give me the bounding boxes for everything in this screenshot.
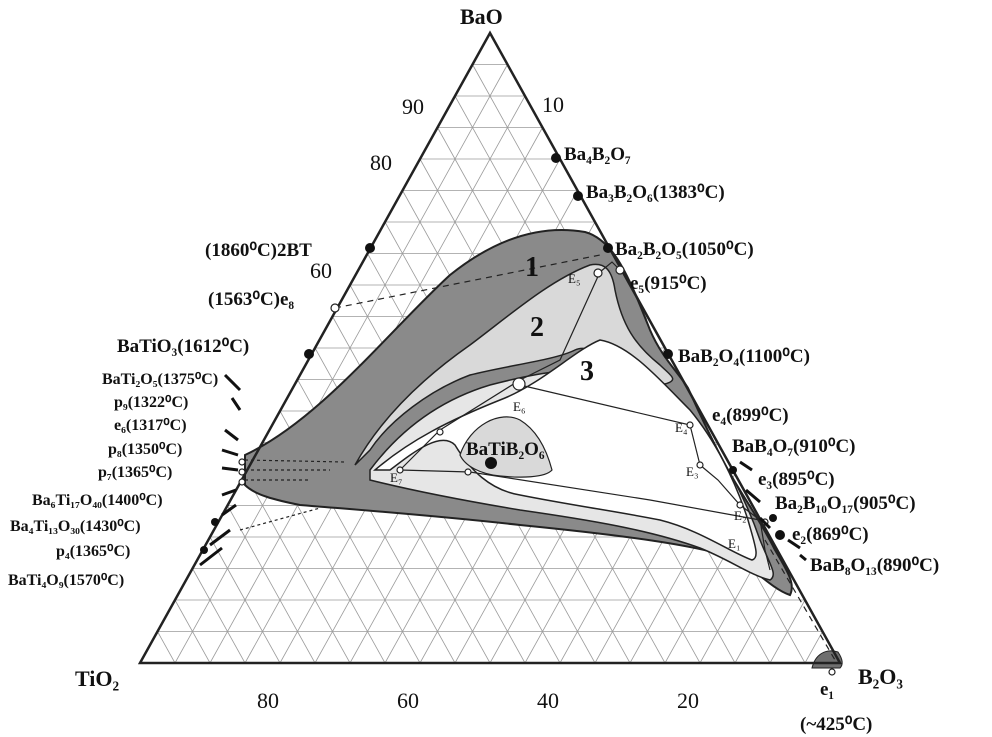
region-3-white	[372, 339, 757, 561]
label-e8: (1563⁰C)e₈	[208, 289, 294, 310]
vertex-right-label: B₂O₃	[858, 664, 903, 689]
label-batio3: BaTiO₃(1612⁰C)	[117, 336, 249, 357]
label-ba4b2o7: Ba₄B₂O₇	[564, 144, 631, 165]
label-ba3b2o6: Ba₃B₂O₆(1383⁰C)	[586, 182, 725, 203]
tick-left-80: 80	[370, 150, 392, 175]
label-e3: e₃(895⁰C)	[758, 469, 835, 490]
label-ba4ti13o30: Ba₄Ti₁₃O₃₀(1430⁰C)	[10, 518, 141, 535]
tick-bottom-20: 20	[677, 688, 699, 713]
triangle-outline	[137, 30, 843, 665]
label-bati4o9: BaTi₄O₉(1570⁰C)	[8, 572, 124, 589]
label-E6: E₆	[513, 399, 525, 414]
label-e1: e₁	[820, 679, 834, 700]
label-p7: p₇(1365⁰C)	[98, 464, 172, 481]
tick-bottom-40: 40	[537, 688, 559, 713]
label-e5: e₅(915⁰C)	[630, 273, 707, 294]
label-E7: E₇	[390, 470, 402, 485]
region-2-label: 2	[530, 312, 544, 343]
tick-left-60: 60	[310, 258, 332, 283]
edge-points	[200, 153, 785, 554]
label-batib2o6: BaTiB₂O₆	[466, 439, 545, 460]
label-2bt: (1860⁰C)2BT	[205, 240, 312, 261]
label-bab8o13: BaB₈O₁₃(890⁰C)	[810, 555, 939, 576]
tick-right-10: 10	[542, 92, 564, 117]
bati-b2o6-lobe	[459, 416, 553, 478]
region-2-shading	[354, 263, 674, 466]
label-e1-temp: (~425⁰C)	[800, 714, 872, 735]
label-p8: p₈(1350⁰C)	[108, 441, 182, 458]
label-bab2o4: BaB₂O₄(1100⁰C)	[678, 346, 810, 367]
label-bab4o7: BaB₄O₇(910⁰C)	[732, 436, 856, 457]
label-E5: E₅	[568, 271, 580, 286]
label-E1: E₁	[728, 536, 740, 551]
label-ba6ti17o40: Ba₆Ti₁₇O₄₀(1400⁰C)	[32, 492, 163, 509]
label-p4: p₄(1365⁰C)	[56, 543, 130, 560]
label-ba2b2o5: Ba₂B₂O₅(1050⁰C)	[615, 239, 754, 260]
label-e2: e₂(869⁰C)	[792, 524, 869, 545]
label-E2: E₂	[734, 508, 746, 523]
vertex-left-label: TiO₂	[75, 666, 120, 691]
label-ba2b10o17: Ba₂B₁₀O₁₇(905⁰C)	[775, 493, 916, 514]
tick-bottom-60: 60	[397, 688, 419, 713]
vertex-top-label: BaO	[460, 4, 503, 29]
label-bati2o5: BaTi₂O₅(1375⁰C)	[102, 371, 218, 388]
label-E3: E₃	[686, 464, 698, 479]
arrows	[199, 373, 807, 567]
label-p9: p₉(1322⁰C)	[114, 394, 188, 411]
label-e4: e₄(899⁰C)	[712, 405, 789, 426]
label-E4: E₄	[675, 420, 688, 435]
label-e6: e₆(1317⁰C)	[114, 417, 187, 434]
tick-bottom-80: 80	[257, 688, 279, 713]
open-points	[238, 265, 836, 676]
tick-left-90: 90	[402, 94, 424, 119]
region-1-label: 1	[525, 252, 539, 283]
region-3-label: 3	[580, 356, 594, 387]
